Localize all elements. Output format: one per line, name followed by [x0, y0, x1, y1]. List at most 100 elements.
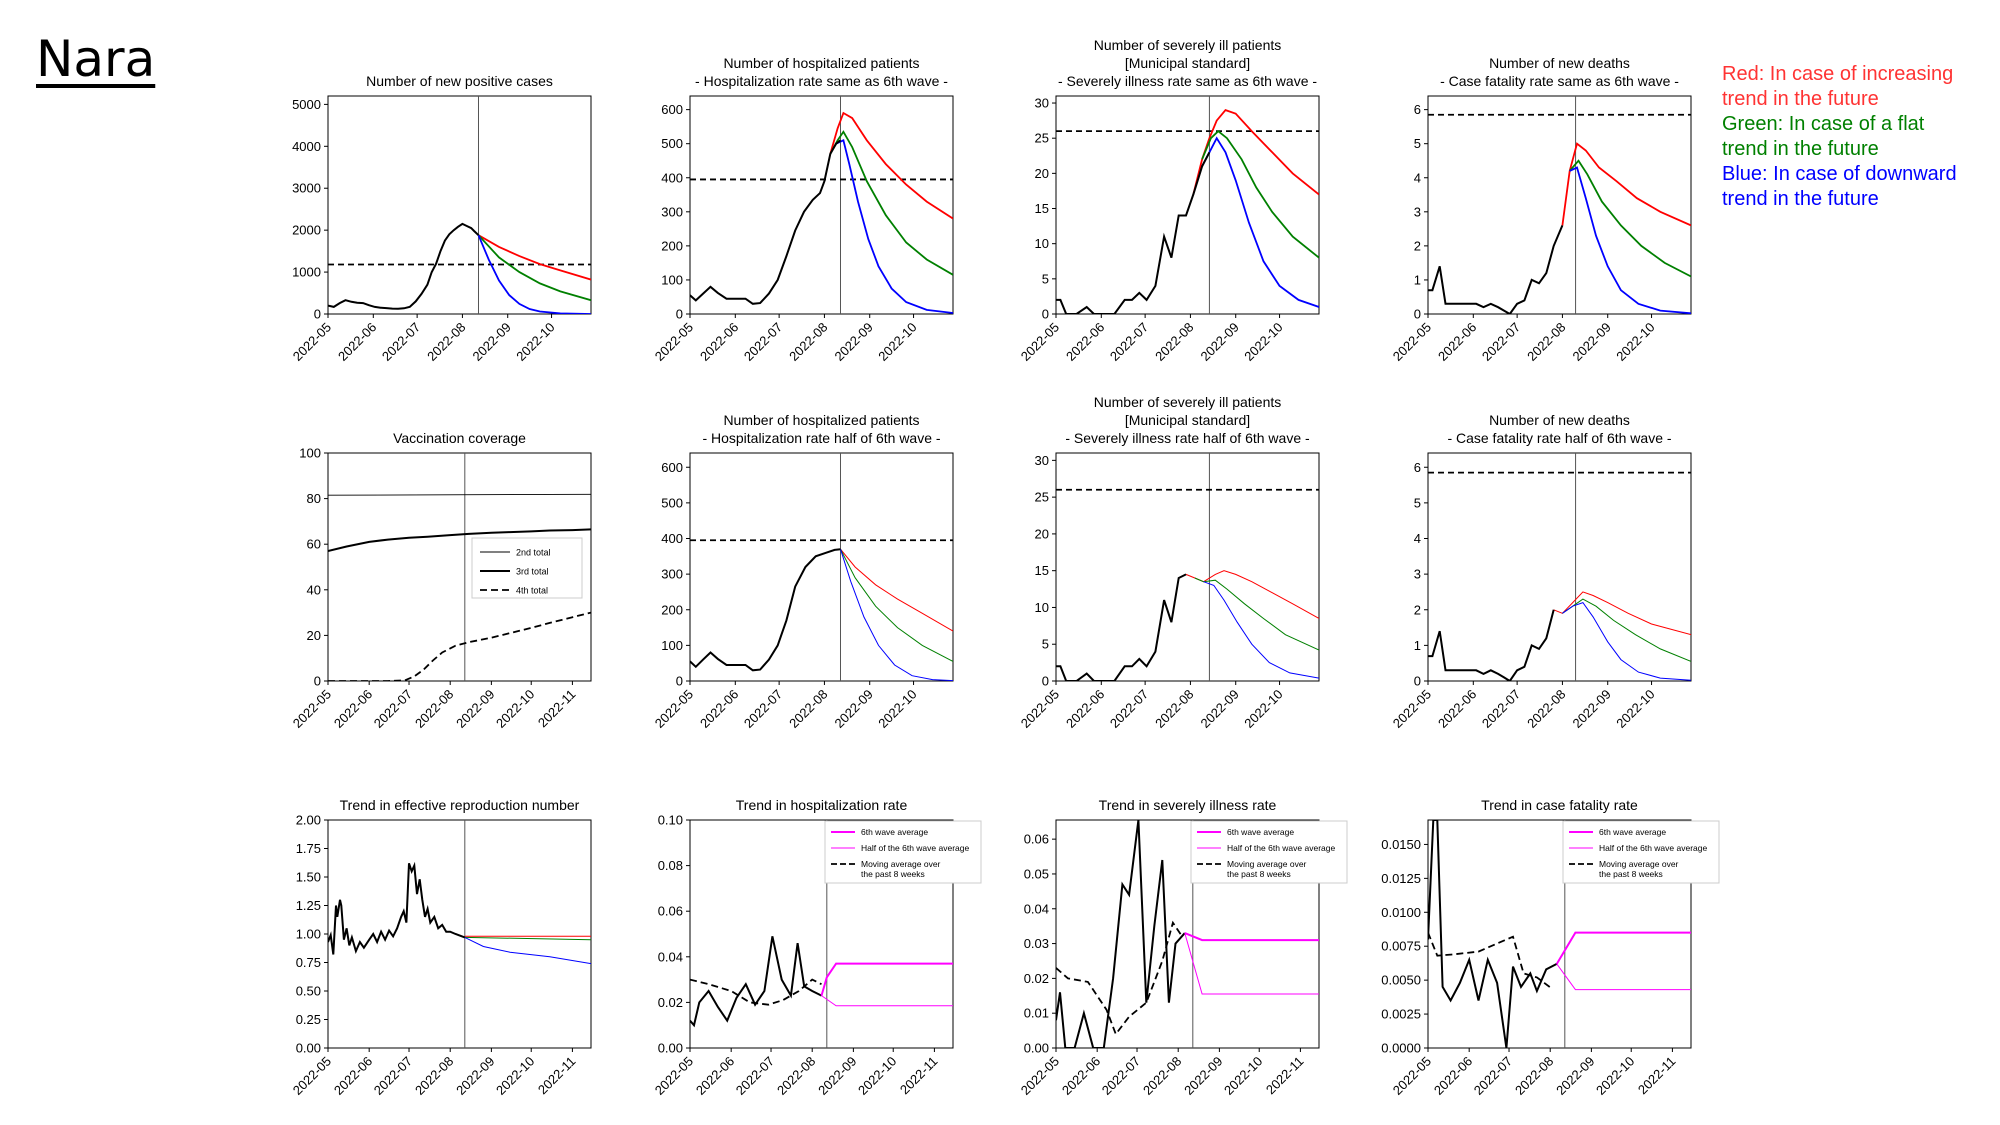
legend-label: Half of the 6th wave average	[1599, 843, 1707, 853]
x-tick-label: 2022-09	[453, 687, 497, 731]
x-tick-label: 2022-05	[652, 320, 696, 364]
chart-hosprate: Trend in hospitalization rate 0.00 0.02 0.0…	[652, 797, 982, 1098]
y-tick-label: 2.00	[296, 813, 321, 828]
axes-frame	[327, 819, 592, 1049]
y-tick-label: 6	[1414, 102, 1421, 117]
axes-frame	[1055, 819, 1320, 1049]
x-tick-label: 2022-07	[733, 1054, 777, 1098]
y-tick-label: 0.75	[296, 955, 321, 970]
x-tick-label: 2022-10	[875, 687, 919, 731]
x-tick-label: 2022-11	[897, 1054, 941, 1098]
chart-title: - Hospitalization rate half of 6th wave …	[702, 430, 940, 446]
observed-line	[690, 936, 822, 1028]
sixth-wave-average-line	[820, 962, 953, 996]
y-tick-label: 1.25	[296, 898, 321, 913]
x-tick-label: 2022-07	[1107, 687, 1151, 731]
y-tick-label: 1.00	[296, 927, 321, 942]
y-tick-label: 5	[1042, 637, 1049, 652]
x-tick-label: 2022-05	[1390, 1054, 1434, 1098]
x-tick-label: 2022-10	[1241, 687, 1285, 731]
legend-label: 4th total	[516, 586, 548, 596]
y-tick-label: 0.03	[1024, 936, 1049, 951]
y-tick-label: 1	[1414, 272, 1421, 287]
chart-title: Trend in effective reproduction number	[340, 797, 580, 813]
y-tick-label: 30	[1035, 96, 1049, 111]
green-scenario-line	[1194, 577, 1319, 651]
observed-line	[690, 139, 842, 305]
chart-title: [Municipal standard]	[1125, 412, 1250, 428]
y-tick-label: 20	[1035, 166, 1049, 181]
chart-hosp6: Number of hospitalized patients - Hospita…	[652, 55, 954, 364]
chart-title: - Severely illness rate half of 6th wave…	[1065, 430, 1310, 446]
page-title: Nara	[36, 30, 156, 88]
blue-scenario-line	[840, 549, 953, 681]
chart-title: Trend in case fatality rate	[1481, 797, 1638, 813]
y-tick-label: 0.25	[296, 1012, 321, 1027]
x-tick-label: 2022-06	[335, 320, 379, 364]
x-tick-label: 2022-07	[379, 320, 423, 364]
y-tick-label: 5	[1414, 495, 1421, 510]
y-tick-label: 25	[1035, 490, 1049, 505]
green-scenario-line	[1201, 130, 1319, 259]
legend-label: Moving average over	[1599, 859, 1679, 869]
y-tick-label: 4	[1414, 531, 1421, 546]
y-tick-label: 0.0075	[1381, 939, 1421, 954]
axes-frame	[1427, 452, 1692, 682]
chart-hosphalf: Number of hospitalized patients - Hospita…	[652, 412, 954, 731]
y-tick-label: 500	[661, 495, 683, 510]
x-tick-label: 2022-05	[652, 687, 696, 731]
x-tick-label: 2022-07	[1099, 1054, 1143, 1098]
y-tick-label: 0.00	[1024, 1041, 1049, 1056]
axes-frame	[689, 819, 954, 1049]
x-tick-label: 2022-10	[875, 320, 919, 364]
y-tick-label: 600	[661, 460, 683, 475]
y-tick-label: 0.0150	[1381, 837, 1421, 852]
observed-line	[328, 222, 480, 310]
observed-line	[1056, 151, 1211, 314]
red-scenario-line	[829, 111, 953, 220]
axes-frame	[689, 95, 954, 315]
observed-line	[1428, 820, 1558, 1048]
x-tick-label: 2022-05	[1390, 320, 1434, 364]
chart-severerate: Trend in severely illness rate 0.00 0.01 0.…	[1018, 797, 1348, 1098]
y-tick-label: 30	[1035, 453, 1049, 468]
y-tick-label: 0.05	[1024, 866, 1049, 881]
y-tick-label: 400	[661, 531, 683, 546]
x-tick-label: 2022-07	[1479, 687, 1523, 731]
x-tick-label: 2022-07	[741, 320, 785, 364]
x-tick-label: 2022-09	[1197, 687, 1241, 731]
y-tick-label: 60	[307, 537, 321, 552]
blue-scenario-line	[835, 139, 953, 314]
x-tick-label: 2022-08	[1152, 320, 1196, 364]
y-tick-label: 5	[1414, 136, 1421, 151]
legend-label: the past 8 weeks	[1227, 869, 1291, 879]
legend-label: Moving average over	[1227, 859, 1307, 869]
x-tick-label: 2022-06	[1435, 687, 1479, 731]
y-tick-label: 5000	[292, 97, 321, 112]
y-tick-label: 0	[676, 674, 683, 689]
observed-line	[690, 548, 841, 672]
x-tick-label: 2022-11	[1263, 1054, 1307, 1098]
y-tick-label: 100	[661, 638, 683, 653]
chart-title: Number of new deaths	[1489, 412, 1630, 428]
x-tick-label: 2022-11	[535, 687, 579, 731]
y-tick-label: 1000	[292, 265, 321, 280]
chart-title: Trend in severely illness rate	[1099, 797, 1277, 813]
y-tick-label: 0	[1042, 307, 1049, 322]
x-tick-label: 2022-10	[493, 687, 537, 731]
legend-label: 3rd total	[516, 567, 549, 577]
series-4th-total	[328, 611, 591, 681]
x-tick-label: 2022-11	[1635, 1054, 1679, 1098]
y-tick-label: 0.04	[1024, 901, 1049, 916]
y-tick-label: 0.01	[1024, 1006, 1049, 1021]
green-scenario-line	[477, 234, 591, 302]
x-tick-label: 2022-09	[1553, 1054, 1597, 1098]
green-scenario-line	[464, 936, 591, 941]
chart-title: Number of hospitalized patients	[723, 412, 919, 428]
moving-average-line	[690, 978, 822, 1006]
y-tick-label: 0.0050	[1381, 973, 1421, 988]
x-tick-label: 2022-06	[1431, 1054, 1475, 1098]
y-tick-label: 25	[1035, 131, 1049, 146]
y-tick-label: 4	[1414, 170, 1421, 185]
color-legend-note: Red: In case of increasing trend in the …	[1722, 62, 1957, 212]
